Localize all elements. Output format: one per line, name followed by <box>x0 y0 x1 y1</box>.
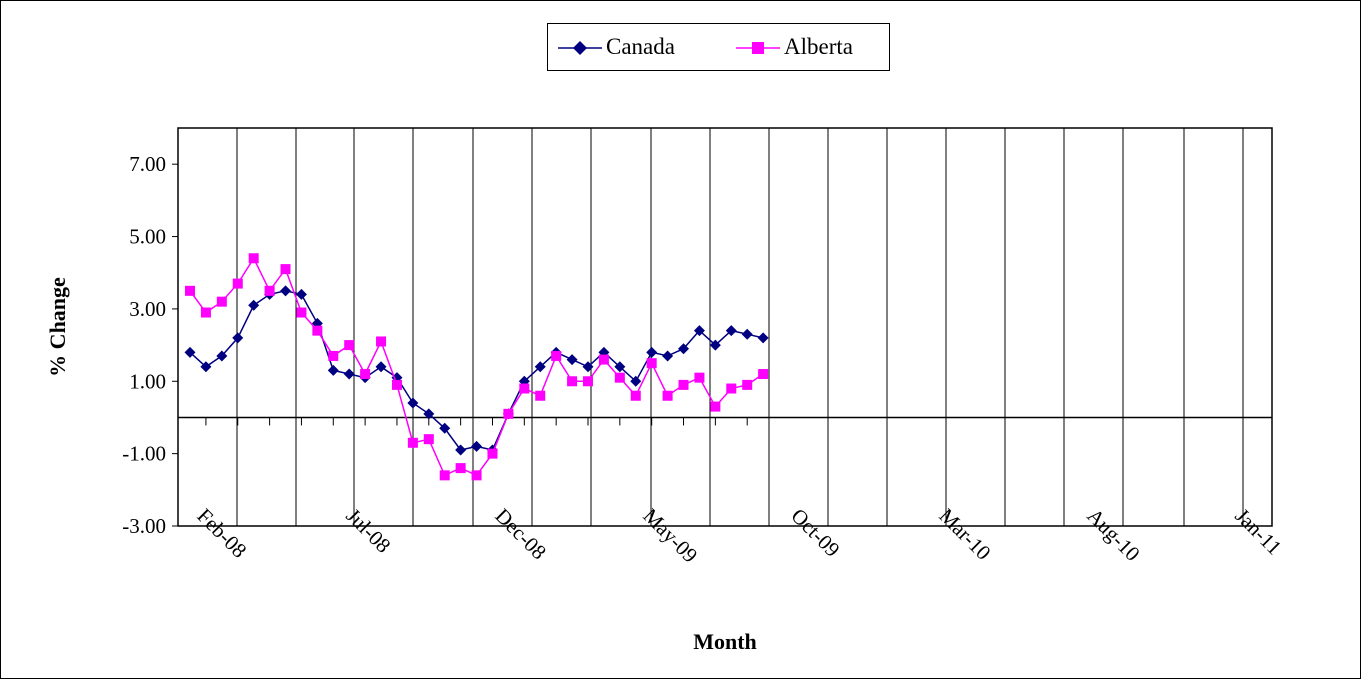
data-point-canada <box>200 361 212 373</box>
y-tick-label: 7.00 <box>129 152 166 176</box>
data-point-alberta <box>439 470 450 481</box>
data-point-alberta <box>264 285 275 296</box>
data-point-canada <box>343 368 355 380</box>
data-point-canada <box>407 397 419 409</box>
data-point-alberta <box>312 325 323 336</box>
data-point-canada <box>280 285 292 297</box>
data-point-canada <box>678 343 690 355</box>
x-axis-title: Month <box>693 629 757 654</box>
data-point-alberta <box>662 390 673 401</box>
data-point-canada <box>725 325 737 337</box>
data-point-canada <box>216 350 228 362</box>
y-tick-label: 3.00 <box>129 297 166 321</box>
data-point-alberta <box>583 376 593 387</box>
data-point-alberta <box>407 437 418 448</box>
data-point-alberta <box>630 390 641 401</box>
legend: Canada Alberta <box>547 23 890 71</box>
y-tick-label: -1.00 <box>122 442 166 466</box>
data-point-alberta <box>567 376 578 387</box>
x-axis-ticks <box>205 417 748 426</box>
data-point-canada <box>614 361 626 373</box>
data-point-alberta <box>519 383 530 394</box>
data-point-canada <box>248 299 260 311</box>
data-point-canada <box>327 364 339 376</box>
data-point-alberta <box>503 408 514 419</box>
data-point-canada <box>709 339 721 351</box>
data-point-alberta <box>360 369 371 380</box>
y-axis: 7.00 5.00 3.00 1.00 -1.00 -3.00 <box>122 152 178 538</box>
data-point-alberta <box>185 285 195 296</box>
data-point-alberta <box>694 372 705 383</box>
data-point-alberta <box>296 307 307 318</box>
data-point-canada <box>184 346 196 358</box>
plot-border <box>177 127 1273 527</box>
data-point-canada <box>662 350 674 362</box>
legend-marker-alberta <box>736 42 780 54</box>
data-point-canada <box>455 444 467 456</box>
data-point-alberta <box>614 372 625 383</box>
data-point-alberta <box>678 379 689 390</box>
data-point-canada <box>693 325 705 337</box>
legend-marker-canada <box>558 41 602 55</box>
data-point-alberta <box>726 383 737 394</box>
y-tick-label: 5.00 <box>129 225 166 249</box>
data-point-alberta <box>455 463 466 474</box>
data-point-alberta <box>232 278 243 289</box>
data-point-canada <box>534 361 546 373</box>
data-point-alberta <box>391 379 402 390</box>
data-point-alberta <box>471 470 482 481</box>
y-tick-label: -3.00 <box>122 514 166 538</box>
series-layer <box>184 253 769 481</box>
data-point-canada <box>757 332 769 344</box>
data-point-alberta <box>248 253 259 264</box>
data-point-alberta <box>216 296 227 307</box>
data-point-canada <box>566 354 578 366</box>
data-point-alberta <box>710 401 721 412</box>
data-point-alberta <box>742 379 753 390</box>
data-point-alberta <box>758 369 769 380</box>
data-point-canada <box>582 361 594 373</box>
data-point-canada <box>423 408 435 420</box>
data-point-canada <box>295 288 307 300</box>
data-point-alberta <box>487 448 498 459</box>
data-point-alberta <box>376 336 387 347</box>
data-point-alberta <box>646 358 657 369</box>
data-point-alberta <box>328 350 339 361</box>
data-point-canada <box>471 440 483 452</box>
data-point-alberta <box>535 390 546 401</box>
data-point-canada <box>232 332 244 344</box>
data-point-alberta <box>551 350 562 361</box>
legend-label-alberta: Alberta <box>784 34 853 59</box>
y-axis-title: % Change <box>45 277 70 377</box>
data-point-alberta <box>598 354 609 365</box>
data-point-canada <box>630 375 642 387</box>
data-point-canada <box>646 346 658 358</box>
legend-label-canada: Canada <box>606 34 675 59</box>
y-tick-label: 1.00 <box>129 369 166 393</box>
data-point-alberta <box>200 307 211 318</box>
data-point-alberta <box>423 434 434 445</box>
vertical-gridlines <box>236 128 1244 526</box>
data-point-canada <box>375 361 387 373</box>
data-point-alberta <box>344 340 355 351</box>
data-point-canada <box>741 328 753 340</box>
data-point-alberta <box>280 264 291 275</box>
data-point-canada <box>439 422 451 434</box>
